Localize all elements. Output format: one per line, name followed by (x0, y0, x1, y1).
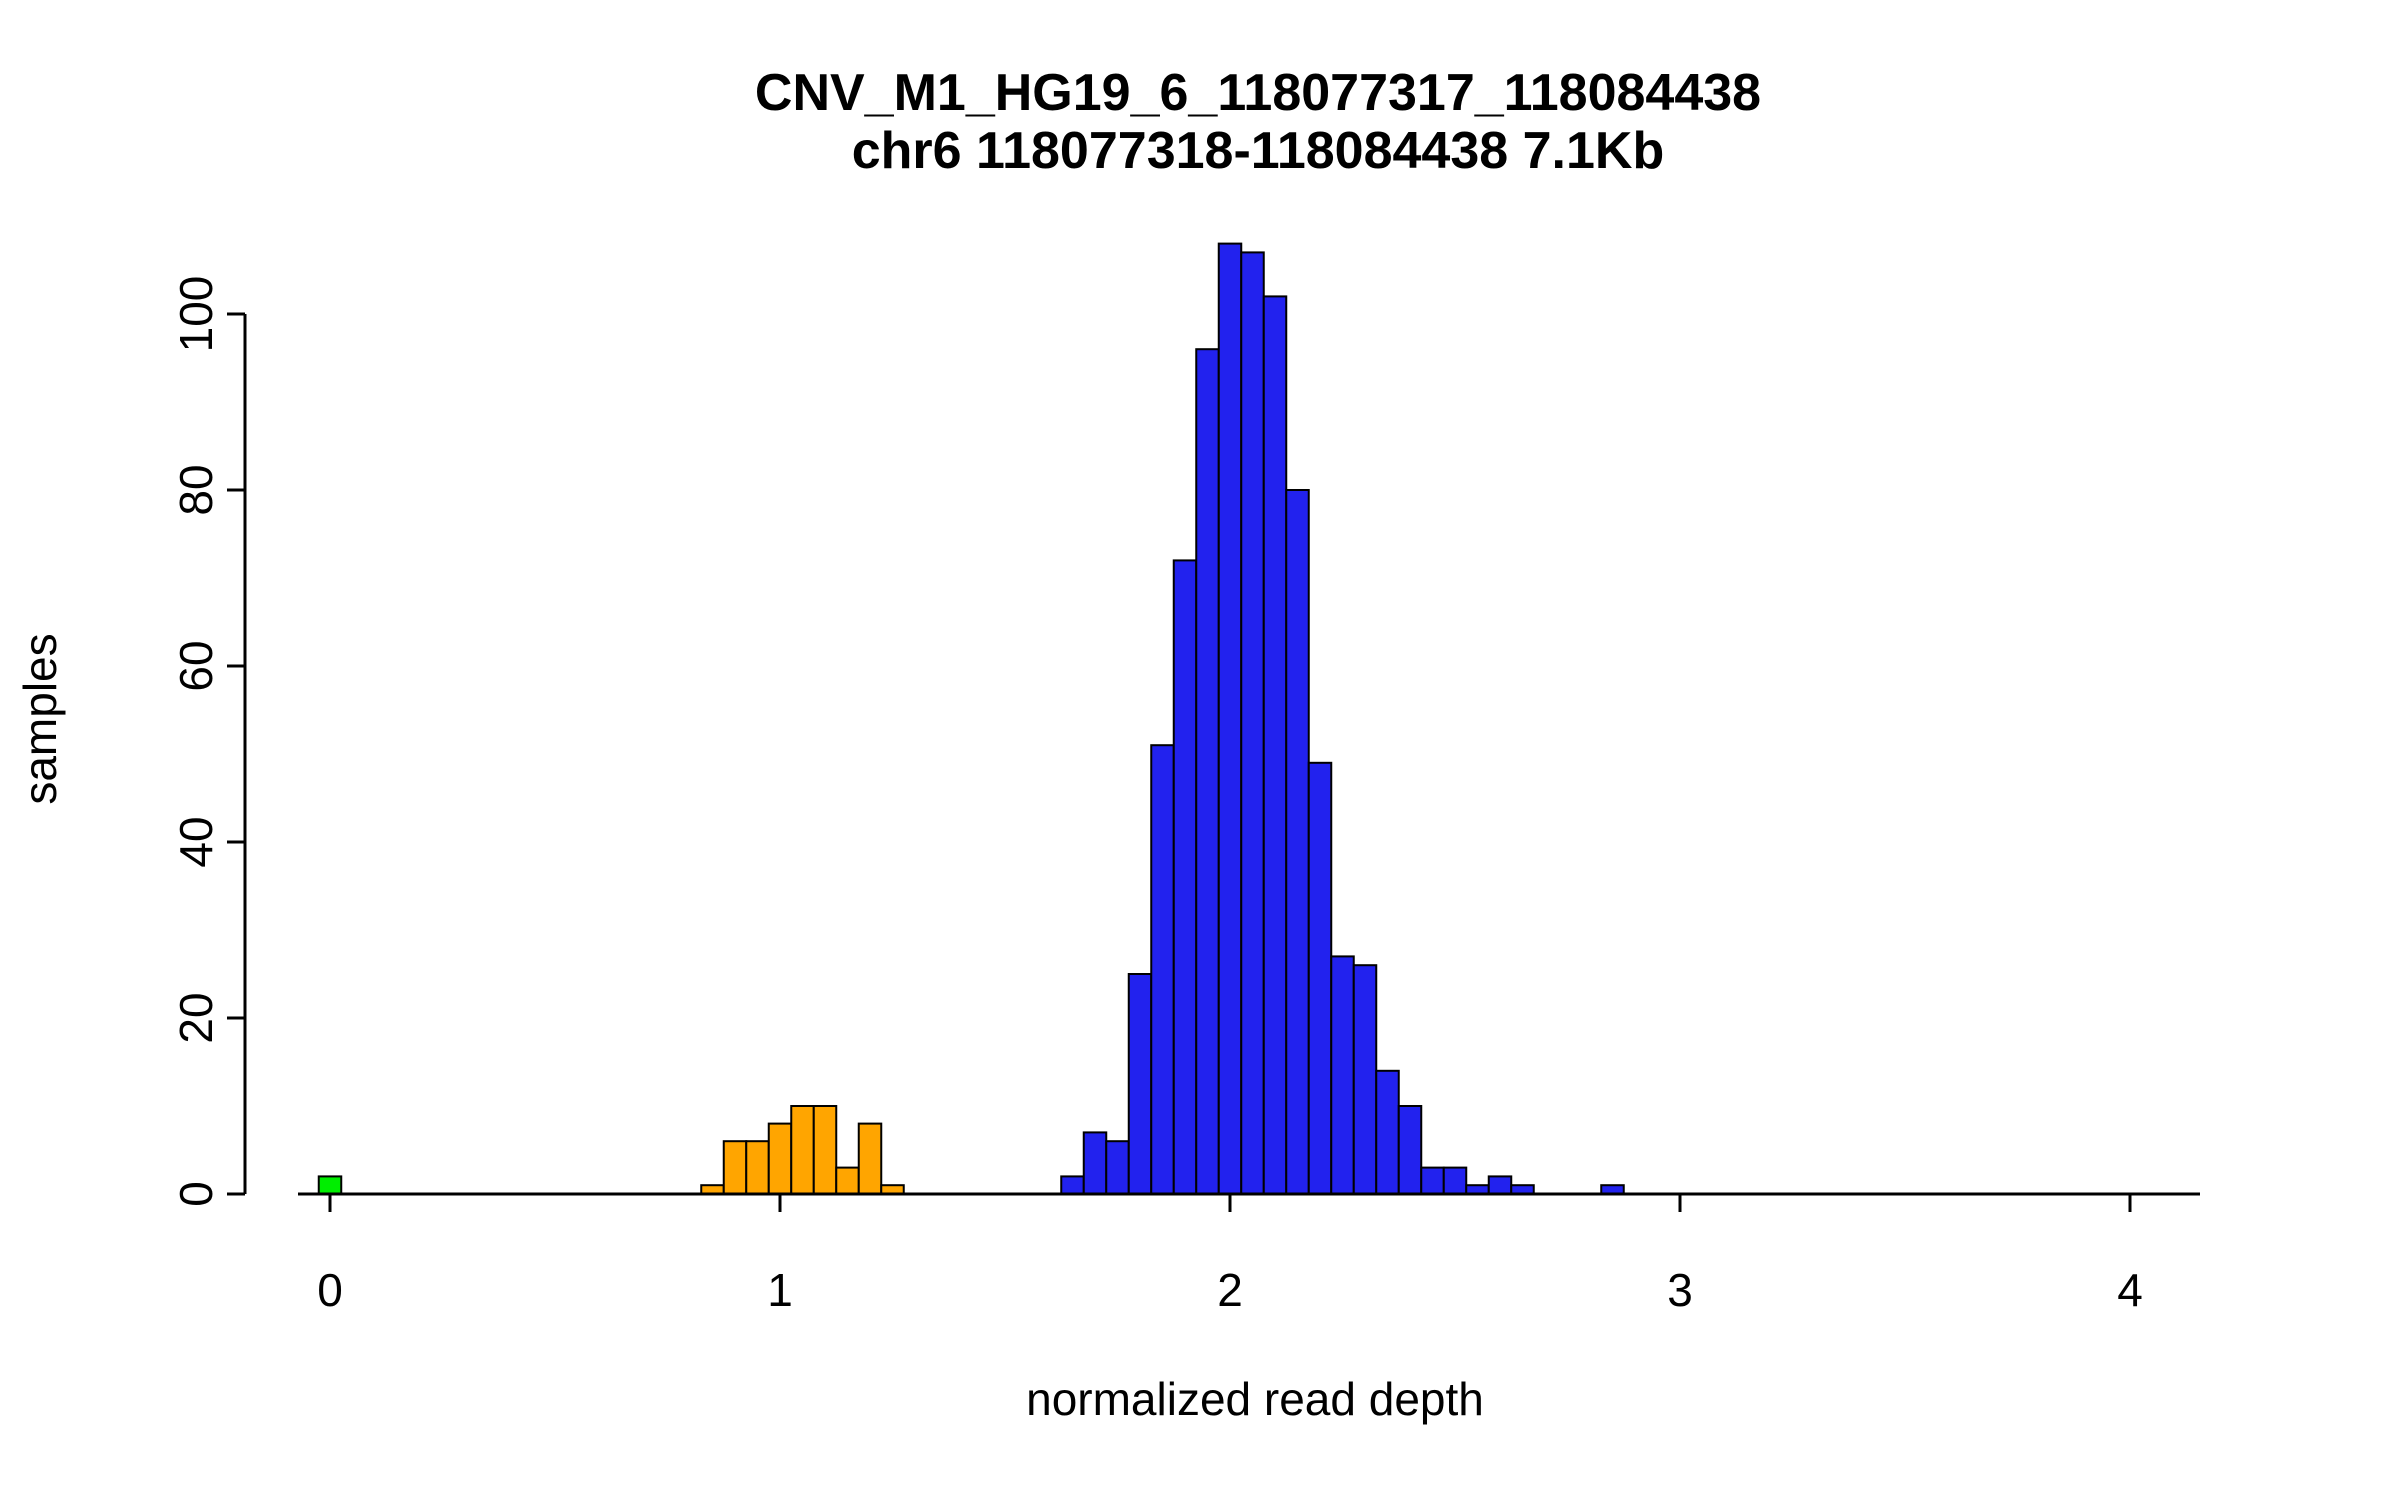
histogram-bar-blue (1330, 955, 1355, 1196)
histogram-bar-blue (1195, 348, 1220, 1195)
x-tick-label: 4 (2117, 1264, 2143, 1316)
title-block: CNV_M1_HG19_6_118077317_118084438 chr6 1… (755, 64, 1761, 180)
histogram-bar-blue (1217, 242, 1243, 1196)
histogram-bar-blue (1262, 295, 1288, 1195)
histogram-bar-orange (745, 1140, 770, 1195)
histogram-bar-blue (1285, 489, 1310, 1195)
histogram-bar-blue (1105, 1140, 1130, 1195)
histogram-bar-blue (1127, 973, 1153, 1195)
y-axis-label: samples (14, 633, 66, 805)
histogram-bar-orange (767, 1122, 793, 1195)
y-tick-label: 80 (170, 464, 222, 515)
x-axis-label: normalized read depth (1026, 1373, 1484, 1425)
histogram-bar-green (317, 1175, 343, 1196)
x-tick-label: 3 (1667, 1264, 1693, 1316)
chart-subtitle: chr6 118077318-118084438 7.1Kb (851, 122, 1665, 180)
x-tick-label: 2 (1217, 1264, 1243, 1316)
histogram-bar-blue (1442, 1166, 1468, 1195)
histogram-bar-blue (1150, 744, 1175, 1195)
histogram-bar-blue (1172, 559, 1198, 1195)
histogram-bar-blue (1082, 1131, 1108, 1196)
histogram-bar-blue (1375, 1069, 1400, 1196)
histogram-bar-blue (1060, 1175, 1085, 1196)
histogram-bar-orange (857, 1122, 883, 1195)
histogram-bar-orange (812, 1105, 838, 1195)
histogram-bar-blue (1487, 1175, 1513, 1196)
x-tick-label: 0 (317, 1264, 343, 1316)
y-tick-label: 40 (170, 816, 222, 867)
x-tick-label: 1 (767, 1264, 793, 1316)
histogram-bar-blue (1352, 964, 1378, 1196)
histogram-bar-blue (1397, 1105, 1423, 1195)
histogram-bar-orange (790, 1105, 815, 1195)
histogram-bar-blue (1307, 761, 1333, 1195)
y-tick-label: 0 (170, 1181, 222, 1207)
histogram-bar-orange (722, 1140, 748, 1195)
histogram-bar-orange (835, 1166, 860, 1195)
y-tick-label: 100 (170, 276, 222, 353)
chart-title: CNV_M1_HG19_6_118077317_118084438 (754, 64, 1762, 122)
y-tick-label: 20 (170, 992, 222, 1043)
y-tick-label: 60 (170, 640, 222, 691)
histogram-bar-blue (1240, 251, 1265, 1195)
histogram-bar-blue (1420, 1166, 1445, 1195)
